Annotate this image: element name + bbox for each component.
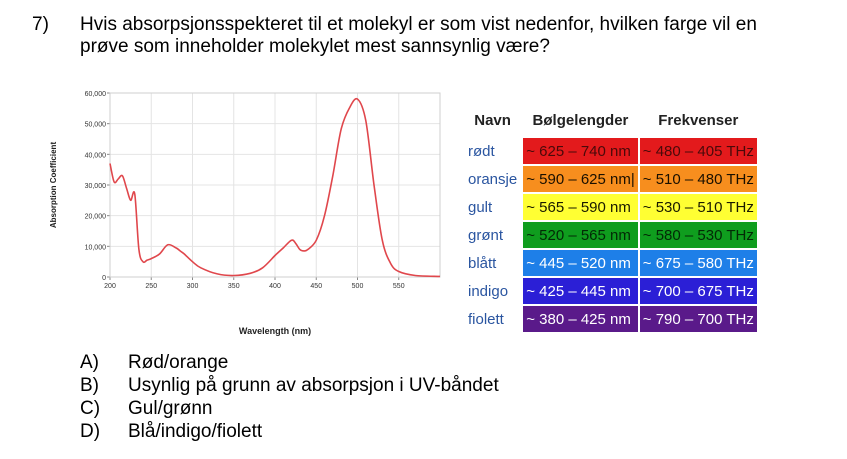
frequency-cell: ~ 790 – 700 THz (639, 306, 757, 332)
header-frequency: Frekvenser (658, 111, 739, 129)
answer-letter: D) (80, 421, 101, 442)
table-row: gult ~ 565 – 590 nm ~ 530 – 510 THz (464, 194, 757, 220)
answer-options: A) Rød/orange B) Usynlig på grunn av abs… (80, 351, 499, 443)
absorption-curve (109, 97, 441, 278)
chart-grid (109, 92, 440, 278)
header-wavelength: Bølgelengder (532, 111, 629, 129)
x-tick-label: 300 (187, 283, 199, 290)
frequency-cell: ~ 675 – 580 THz (639, 250, 757, 276)
answer-text: Usynlig på grunn av absorpsjon i UV-bånd… (128, 375, 499, 396)
x-tick-label: 200 (104, 283, 116, 290)
absorption-spectrum-chart: 0 10,000 20,000 30,000 40,000 50,000 60,000 20… (49, 91, 441, 336)
wavelength-cell: ~ 565 – 590 nm (523, 194, 638, 220)
wavelength-cell: ~ 520 – 565 nm (523, 222, 638, 248)
y-tick-label: 50,000 (85, 122, 107, 129)
chart-axes (107, 92, 441, 280)
color-name: fiolett (468, 310, 504, 328)
color-name: blått (468, 254, 497, 272)
answer-text: Blå/indigo/fiolett (128, 421, 263, 442)
table-row: rødt ~ 625 – 740 nm ~ 480 – 405 THz (464, 138, 757, 164)
plot-frame (109, 92, 441, 278)
y-tick-labels: 0 10,000 20,000 30,000 40,000 50,000 60,000 (85, 91, 107, 282)
y-tick-label: 30,000 (85, 183, 107, 190)
table-row: blått ~ 445 – 520 nm ~ 675 – 580 THz (464, 250, 757, 276)
color-wavelength-table: Navn Bølgelengder Frekvenser rødt ~ 625 –… (462, 104, 759, 334)
x-tick-label: 450 (310, 283, 322, 290)
wavelength-cell: ~ 590 – 625 nm| (523, 166, 638, 192)
color-name: rødt (468, 142, 495, 160)
x-tick-label: 550 (393, 283, 405, 290)
y-tick-label: 20,000 (85, 214, 107, 221)
answer-text: Gul/grønn (128, 398, 213, 419)
wavelength-cell: ~ 380 – 425 nm (523, 306, 638, 332)
x-tick-label: 500 (352, 283, 364, 290)
x-tick-label: 400 (269, 283, 281, 290)
wavelength-cell: ~ 425 – 445 nm (523, 278, 638, 304)
y-tick-label: 40,000 (85, 152, 107, 159)
table-row: indigo ~ 425 – 445 nm ~ 700 – 675 THz (464, 278, 757, 304)
table-row: grønt ~ 520 – 565 nm ~ 580 – 530 THz (464, 222, 757, 248)
color-name: grønt (468, 226, 504, 244)
question-text: Hvis absorpsjonsspekteret til et molekyl… (80, 14, 820, 58)
frequency-cell: ~ 510 – 480 THz (639, 166, 757, 192)
y-axis-label: Absorption Coefficient (49, 142, 58, 229)
answer-d: D) Blå/indigo/fiolett (80, 420, 499, 443)
table-row: oransje ~ 590 – 625 nm| ~ 510 – 480 THz (464, 166, 757, 192)
answer-text: Rød/orange (128, 352, 229, 373)
frequency-cell: ~ 580 – 530 THz (639, 222, 757, 248)
x-axis-label: Wavelength (nm) (239, 326, 311, 336)
color-name: oransje (468, 170, 518, 188)
x-tick-label: 350 (228, 283, 240, 290)
question-number: 7) (32, 14, 49, 35)
answer-c: C) Gul/grønn (80, 397, 499, 420)
wavelength-cell: ~ 445 – 520 nm (523, 250, 638, 276)
answer-letter: A) (80, 352, 99, 373)
header-name: Navn (474, 111, 511, 129)
color-name: indigo (468, 282, 509, 300)
x-tick-label: 250 (145, 283, 157, 290)
question-line-2: prøve som inneholder molekylet mest sann… (80, 36, 550, 57)
answer-letter: C) (80, 398, 101, 419)
answer-a: A) Rød/orange (80, 351, 499, 374)
y-tick-label: 10,000 (85, 244, 107, 251)
y-tick-label: 0 (102, 275, 106, 282)
y-tick-label: 60,000 (85, 91, 107, 98)
frequency-cell: ~ 480 – 405 THz (639, 138, 757, 164)
answer-letter: B) (80, 375, 99, 396)
wavelength-cell: ~ 625 – 740 nm (523, 138, 638, 164)
frequency-cell: ~ 700 – 675 THz (639, 278, 757, 304)
table-row: fiolett ~ 380 – 425 nm ~ 790 – 700 THz (464, 306, 757, 332)
x-tick-labels: 200 250 300 350 400 450 500 550 (104, 283, 405, 290)
answer-b: B) Usynlig på grunn av absorpsjon i UV-b… (80, 374, 499, 397)
frequency-cell: ~ 530 – 510 THz (639, 194, 757, 220)
question-line-1: Hvis absorpsjonsspekteret til et molekyl… (80, 14, 757, 35)
color-name: gult (468, 198, 493, 216)
table-header-row: Navn Bølgelengder Frekvenser (464, 106, 757, 136)
